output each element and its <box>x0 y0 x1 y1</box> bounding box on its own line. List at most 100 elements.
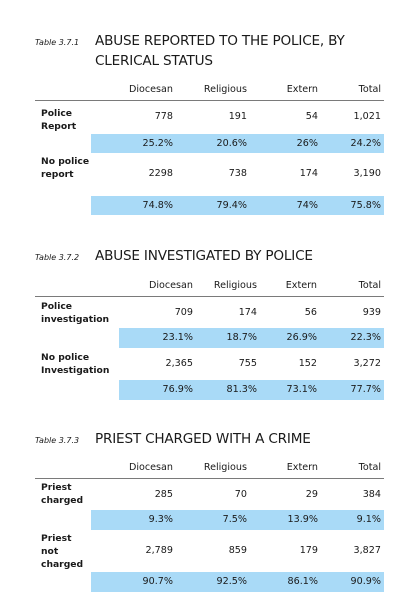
header-cell: Extern <box>250 78 321 101</box>
header-cell: Total <box>320 274 384 297</box>
value-cell: 778 <box>154 111 173 123</box>
table-label: Table 3.7.3 <box>35 436 80 445</box>
percent-cell: 25.2% <box>91 132 176 153</box>
value-cell: 384 <box>362 488 381 500</box>
value-cell: 2,365 <box>165 357 193 369</box>
percent-cell: 92.5% <box>176 571 250 592</box>
value-cell: 152 <box>298 357 317 369</box>
value-cell: 709 <box>174 306 193 318</box>
percent-cell: 26% <box>250 132 321 153</box>
percent-cell: 13.9% <box>250 509 321 530</box>
percent-cell: 90.9% <box>321 571 384 592</box>
table-heading: ABUSE REPORTED TO THE POLICE, BY <box>95 33 345 49</box>
table-row: Police Report 778 191 54 1,021 <box>35 101 384 134</box>
value-cell: 2,789 <box>145 544 173 556</box>
percent-cell: 9.1% <box>321 509 384 530</box>
percent-row: 90.7% 92.5% 86.1% 90.9% <box>35 571 384 592</box>
header-blank <box>35 78 91 101</box>
value-cell: 56 <box>304 306 317 318</box>
value-cell: 54 <box>305 111 318 123</box>
table-title: Table 3.7.1 ABUSE REPORTED TO THE POLICE,… <box>35 30 345 71</box>
value-cell: 174 <box>299 168 318 180</box>
row-label: Priest charged <box>41 482 84 506</box>
data-table: Diocesan Religious Extern Total Priest c… <box>35 456 384 592</box>
percent-cell: 24.2% <box>321 132 384 153</box>
row-label: Police Report <box>41 108 77 132</box>
percent-cell: 20.6% <box>176 132 250 153</box>
percent-row: 74.8% 79.4% 74% 75.8% <box>35 194 384 215</box>
table-row: Priest charged 285 70 29 384 <box>35 479 384 510</box>
row-label: Priest not charged <box>41 532 84 570</box>
value-cell: 1,021 <box>353 111 381 123</box>
percent-row: 23.1% 18.7% 26.9% 22.3% <box>35 327 384 348</box>
percent-cell: 9.3% <box>91 509 176 530</box>
percent-row: 25.2% 20.6% 26% 24.2% <box>35 132 384 153</box>
header-cell: Extern <box>260 274 320 297</box>
percent-cell: 74.8% <box>91 194 176 215</box>
header-cell: Diocesan <box>91 456 176 479</box>
row-label-blank <box>35 509 91 530</box>
value-cell: 29 <box>305 488 318 500</box>
table-heading: PRIEST CHARGED WITH A CRIME <box>95 431 311 447</box>
value-cell: 755 <box>238 357 257 369</box>
percent-cell: 76.9% <box>119 379 196 400</box>
value-cell: 2298 <box>148 168 173 180</box>
row-label: No police Investigation <box>41 351 110 376</box>
percent-cell: 74% <box>250 194 321 215</box>
percent-cell: 86.1% <box>250 571 321 592</box>
header-cell: Extern <box>250 456 321 479</box>
row-label-blank <box>35 571 91 592</box>
table-title: Table 3.7.3 PRIEST CHARGED WITH A CRIME <box>35 428 311 450</box>
table-heading-continued: CLERICAL STATUS <box>95 53 213 69</box>
percent-cell: 77.7% <box>320 379 384 400</box>
table-title: Table 3.7.2 ABUSE INVESTIGATED BY POLICE <box>35 245 313 267</box>
header-cell: Diocesan <box>119 274 196 297</box>
header-cell: Religious <box>176 456 250 479</box>
data-table: Diocesan Religious Extern Total Police i… <box>35 274 384 400</box>
value-cell: 174 <box>238 306 257 318</box>
row-label-blank <box>35 327 119 348</box>
value-cell: 285 <box>154 488 173 500</box>
row-label: Police investigation <box>41 301 110 325</box>
row-label: No police report <box>41 156 90 180</box>
header-cell: Religious <box>176 78 250 101</box>
percent-cell: 26.9% <box>260 327 320 348</box>
table-row: Priest not charged 2,789 859 179 3,827 <box>35 530 384 572</box>
header-row: Diocesan Religious Extern Total <box>35 78 384 101</box>
header-cell: Religious <box>196 274 260 297</box>
value-cell: 179 <box>299 544 318 556</box>
value-cell: 3,827 <box>353 544 381 556</box>
percent-cell: 75.8% <box>321 194 384 215</box>
header-cell: Total <box>321 78 384 101</box>
value-cell: 191 <box>228 111 247 123</box>
table-row: No police Investigation 2,365 755 152 3,… <box>35 348 384 380</box>
value-cell: 3,272 <box>353 357 381 369</box>
percent-cell: 22.3% <box>320 327 384 348</box>
percent-cell: 73.1% <box>260 379 320 400</box>
percent-cell: 7.5% <box>176 509 250 530</box>
header-row: Diocesan Religious Extern Total <box>35 456 384 479</box>
value-cell: 3,190 <box>353 168 381 180</box>
value-cell: 738 <box>228 168 247 180</box>
table-row: No police report 2298 738 174 3,190 <box>35 153 384 195</box>
value-cell: 70 <box>234 488 247 500</box>
table-label: Table 3.7.2 <box>35 253 80 262</box>
table-label: Table 3.7.1 <box>35 38 80 47</box>
data-table: Diocesan Religious Extern Total Police R… <box>35 78 384 215</box>
row-label-blank <box>35 379 119 400</box>
row-label-blank <box>35 133 91 153</box>
header-blank <box>35 274 119 297</box>
percent-cell: 81.3% <box>196 379 260 400</box>
table-row: Police investigation 709 174 56 939 <box>35 297 384 328</box>
percent-row: 76.9% 81.3% 73.1% 77.7% <box>35 379 384 400</box>
percent-cell: 18.7% <box>196 327 260 348</box>
value-cell: 939 <box>362 306 381 318</box>
percent-cell: 90.7% <box>91 571 176 592</box>
percent-row: 9.3% 7.5% 13.9% 9.1% <box>35 509 384 530</box>
header-blank <box>35 456 91 479</box>
percent-cell: 79.4% <box>176 194 250 215</box>
row-label-blank <box>35 195 91 215</box>
percent-cell: 23.1% <box>119 327 196 348</box>
header-cell: Diocesan <box>91 78 176 101</box>
value-cell: 859 <box>228 544 247 556</box>
